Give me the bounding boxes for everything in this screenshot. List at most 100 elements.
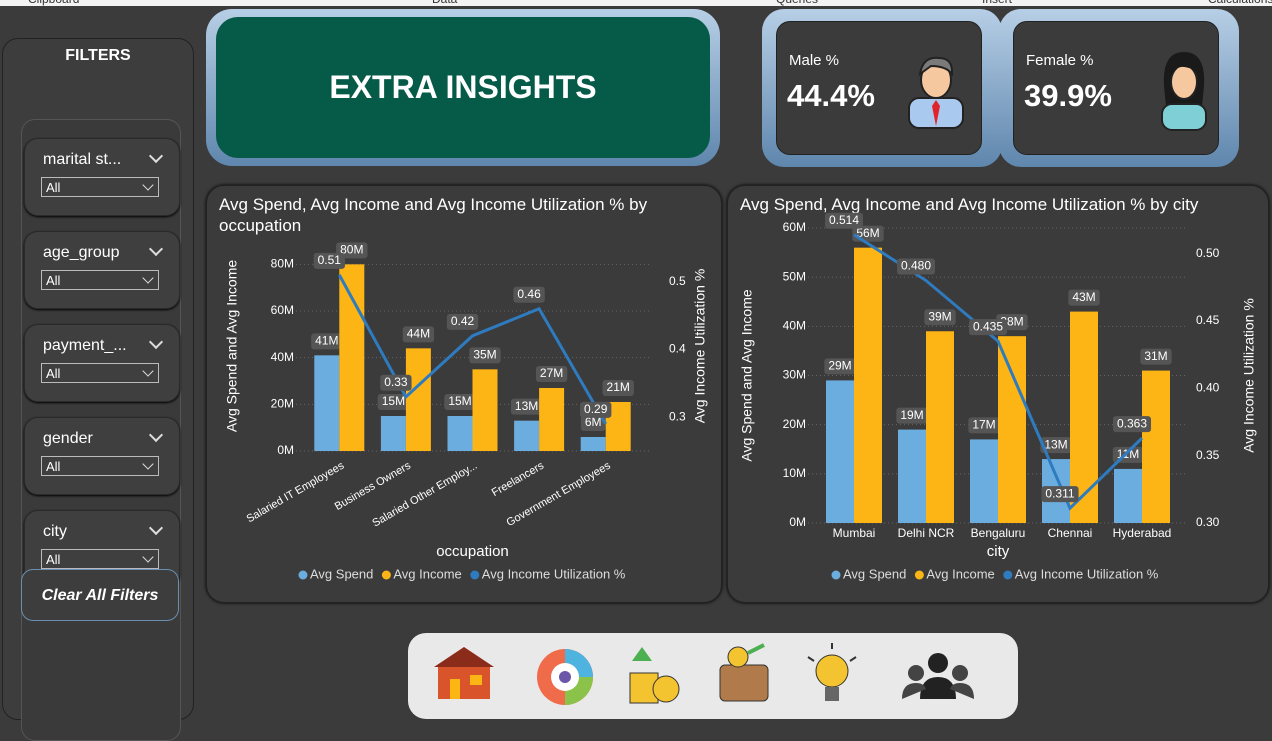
chart-title: Avg Spend, Avg Income and Avg Income Uti… bbox=[219, 195, 648, 235]
filter-title: FILTERS bbox=[65, 47, 131, 64]
ribbon-tab[interactable]: Data bbox=[432, 0, 457, 6]
y-tick-label: 20M bbox=[271, 397, 294, 411]
collapse-icon[interactable] bbox=[148, 148, 164, 164]
bar bbox=[405, 348, 431, 451]
ribbon-tab[interactable]: Queries bbox=[776, 0, 818, 6]
collapse-icon[interactable] bbox=[148, 334, 164, 350]
nav-icons bbox=[434, 643, 974, 705]
y2-axis-title: Avg Income Utilization % bbox=[692, 269, 708, 424]
label-box bbox=[313, 252, 345, 269]
label-box bbox=[602, 380, 634, 396]
bar bbox=[898, 429, 926, 523]
bar bbox=[514, 420, 540, 451]
y-tick-label: 40M bbox=[783, 319, 806, 333]
filter-dropdown[interactable]: All bbox=[41, 549, 159, 569]
legend-label: Avg Income Utilization % bbox=[482, 566, 626, 581]
y-tick-label: 0M bbox=[789, 515, 806, 529]
collapse-icon[interactable] bbox=[148, 520, 164, 536]
filter-list: marital st... All age_group All payment_... A… bbox=[21, 119, 181, 741]
legend-marker bbox=[831, 570, 841, 580]
y-tick-label: 60M bbox=[783, 220, 806, 234]
y-tick-label: 60M bbox=[271, 303, 294, 317]
label-box bbox=[535, 366, 568, 382]
y-tick-label: 80M bbox=[271, 257, 294, 271]
ribbon-tab[interactable]: Clipboard bbox=[28, 0, 79, 6]
team-icon[interactable] bbox=[902, 653, 974, 699]
label-box bbox=[580, 415, 606, 431]
bar-data-label: 29M bbox=[828, 359, 851, 373]
filter-dropdown[interactable]: All bbox=[41, 456, 159, 476]
wallet-icon[interactable] bbox=[719, 643, 769, 702]
line-data-label: 0.51 bbox=[318, 253, 342, 267]
bar bbox=[580, 437, 606, 451]
y2-tick-label: 0.4 bbox=[669, 342, 686, 356]
filter-label: gender bbox=[43, 430, 93, 447]
bar-data-label: 41M bbox=[315, 334, 338, 348]
collapse-icon[interactable] bbox=[148, 427, 164, 443]
bar-data-label: 21M bbox=[607, 380, 630, 394]
label-box bbox=[896, 407, 928, 424]
header-title: EXTRA INSIGHTS bbox=[216, 17, 710, 158]
kpi-card: Male % 44.4% bbox=[762, 9, 1002, 167]
y2-tick-label: 0.3 bbox=[669, 409, 686, 423]
label-box bbox=[1140, 348, 1172, 365]
filter-dropdown[interactable]: All bbox=[41, 177, 159, 197]
bar bbox=[826, 380, 854, 523]
collapse-icon[interactable] bbox=[148, 241, 164, 257]
filter-slicer[interactable]: marital st... All bbox=[24, 138, 180, 216]
legend-marker bbox=[381, 570, 391, 580]
kpi-label: Female % bbox=[1026, 52, 1094, 69]
chart-title: Avg Spend, Avg Income and Avg Income Uti… bbox=[740, 195, 1199, 214]
filter-label: city bbox=[43, 523, 67, 540]
y2-axis-title: Avg Income Utilization % bbox=[1241, 298, 1257, 453]
home-icon[interactable] bbox=[434, 647, 494, 699]
bar bbox=[1142, 370, 1170, 523]
x-tick-label: Bengaluru bbox=[971, 526, 1026, 540]
nav-bar bbox=[408, 633, 1018, 719]
bar bbox=[1114, 468, 1142, 523]
legend-label: Avg Income Utilization % bbox=[1015, 566, 1159, 581]
bar-data-label: 31M bbox=[1144, 349, 1167, 363]
legend-label: Avg Spend bbox=[310, 566, 373, 581]
female-icon bbox=[1161, 52, 1207, 131]
male-icon bbox=[908, 56, 964, 129]
x-tick-label: Salaried IT Employees bbox=[245, 459, 347, 525]
filter-slicer[interactable]: age_group All bbox=[24, 231, 180, 309]
label-box bbox=[968, 417, 1000, 434]
filter-dropdown[interactable]: All bbox=[41, 270, 159, 290]
label-box bbox=[1112, 416, 1152, 433]
y2-tick-label: 0.35 bbox=[1196, 448, 1220, 462]
segments-icon[interactable] bbox=[537, 649, 593, 705]
bar-data-label: 27M bbox=[540, 366, 563, 380]
bar-data-label: 35M bbox=[473, 348, 496, 362]
clear-filters-button[interactable]: Clear All Filters bbox=[21, 569, 179, 621]
bar bbox=[472, 369, 498, 451]
bar-data-label: 15M bbox=[448, 394, 471, 408]
ribbon-tab[interactable]: Insert bbox=[982, 0, 1012, 6]
bar-data-label: 43M bbox=[1072, 290, 1095, 304]
bar bbox=[339, 264, 365, 451]
bar-data-label: 6M bbox=[585, 415, 602, 429]
y-tick-label: 40M bbox=[271, 350, 294, 364]
legend-marker bbox=[1003, 570, 1013, 580]
bar bbox=[380, 416, 406, 451]
label-box bbox=[824, 212, 864, 229]
y2-tick-label: 0.50 bbox=[1196, 246, 1220, 260]
bar bbox=[926, 331, 954, 523]
ribbon-tab[interactable]: Calculations bbox=[1208, 0, 1272, 6]
x-axis-title: occupation bbox=[436, 543, 509, 560]
legend-label: Avg Spend bbox=[843, 566, 906, 581]
line-data-label: 0.363 bbox=[1117, 416, 1147, 430]
bar bbox=[970, 439, 998, 523]
label-box bbox=[377, 394, 410, 410]
legend-label: Avg Income bbox=[926, 566, 994, 581]
filter-dropdown[interactable]: All bbox=[41, 363, 159, 383]
line-data-label: 0.29 bbox=[584, 402, 608, 416]
filter-slicer[interactable]: gender All bbox=[24, 417, 180, 495]
idea-icon[interactable] bbox=[807, 643, 857, 701]
kpi-value: 39.9% bbox=[1024, 78, 1112, 113]
filter-value: All bbox=[46, 273, 61, 288]
line bbox=[337, 274, 607, 425]
money-growth-icon[interactable] bbox=[629, 647, 680, 704]
filter-slicer[interactable]: payment_... All bbox=[24, 324, 180, 402]
